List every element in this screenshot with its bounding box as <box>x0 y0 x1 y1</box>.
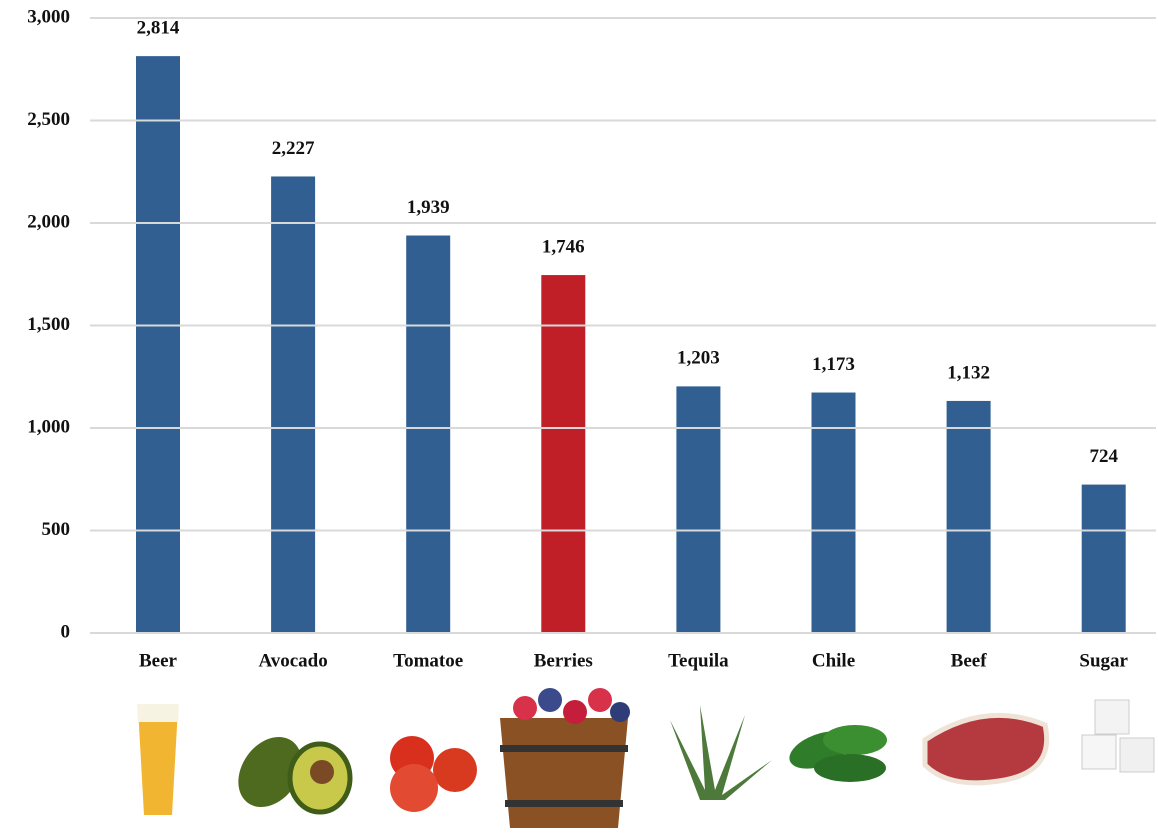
value-label: 1,746 <box>542 236 585 257</box>
y-tick-label: 2,000 <box>27 211 70 232</box>
agave-picture <box>670 705 772 800</box>
x-tick-label: Avocado <box>258 650 327 671</box>
value-label: 1,132 <box>947 362 990 383</box>
beef-picture <box>922 712 1050 786</box>
x-tick-label: Tequila <box>668 650 729 671</box>
bar <box>541 275 586 633</box>
x-tick-label: Beef <box>951 650 988 671</box>
avocado-picture <box>238 736 302 808</box>
barrel-hoop <box>500 745 628 752</box>
beer-foam <box>137 704 179 722</box>
x-tick-label: Tomatoe <box>393 650 463 671</box>
berry <box>563 700 587 724</box>
chile-picture <box>814 754 886 782</box>
bar <box>811 392 856 633</box>
x-tick-label: Beer <box>139 650 178 671</box>
bar <box>136 56 180 633</box>
value-label: 1,203 <box>677 348 720 369</box>
y-tick-label: 0 <box>61 621 71 642</box>
x-tick-label: Chile <box>812 650 855 671</box>
sugar-cube <box>1119 737 1155 773</box>
sugar-cube <box>1094 699 1130 735</box>
beer-picture <box>138 708 178 815</box>
value-label: 2,814 <box>137 17 180 38</box>
value-label: 1,939 <box>407 197 450 218</box>
tomato-picture <box>433 748 477 792</box>
sugar-cube <box>1081 734 1117 770</box>
berry <box>513 696 537 720</box>
y-tick-label: 3,000 <box>27 6 70 27</box>
avocado-seed <box>310 760 334 784</box>
x-tick-label: Berries <box>534 650 593 671</box>
bar <box>406 235 451 633</box>
tomato-slice <box>390 764 438 812</box>
y-tick-label: 2,500 <box>27 109 70 130</box>
barrel-picture <box>500 718 628 828</box>
bar <box>946 400 991 633</box>
food-pictures <box>137 688 1155 828</box>
berry <box>538 688 562 712</box>
y-tick-label: 1,000 <box>27 416 70 437</box>
value-label: 1,173 <box>812 354 855 375</box>
bar <box>676 386 721 633</box>
chile-picture <box>823 725 887 755</box>
bar <box>271 176 316 633</box>
barrel-hoop <box>505 800 623 807</box>
berry <box>588 688 612 712</box>
berry <box>610 702 630 722</box>
y-tick-label: 1,500 <box>27 314 70 335</box>
value-label: 2,227 <box>272 138 315 159</box>
bar <box>1081 484 1126 633</box>
value-label: 724 <box>1089 446 1118 467</box>
y-tick-label: 500 <box>42 519 71 540</box>
x-tick-label: Sugar <box>1079 650 1128 671</box>
